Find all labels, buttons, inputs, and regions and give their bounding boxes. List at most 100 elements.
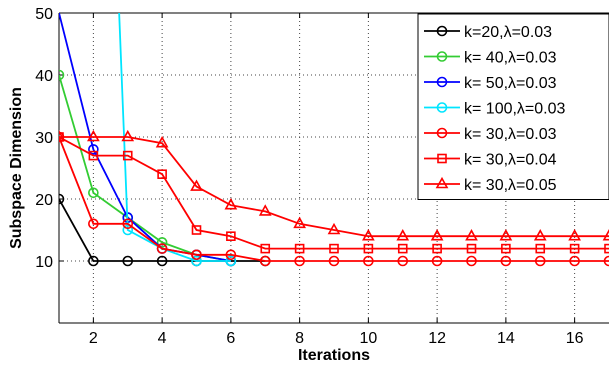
legend-marker [437, 153, 447, 164]
data-point [363, 255, 374, 267]
data-point [328, 255, 340, 267]
x-tick-label: 8 [295, 330, 304, 347]
data-point [226, 231, 236, 241]
series-line [59, 136, 609, 262]
legend: k=20,λ=0.03 k= 40,λ=0.03 k= 50,λ=0.03 k= 10… [417, 13, 609, 200]
data-point [431, 255, 443, 267]
data-point [88, 218, 99, 230]
data-point [329, 243, 339, 254]
series-line [59, 136, 609, 238]
data-point [501, 243, 511, 254]
series-group [59, 13, 609, 267]
data-point [157, 169, 167, 179]
data-point [59, 193, 65, 205]
data-point [156, 243, 168, 254]
data-point [293, 216, 306, 229]
data-point [59, 129, 66, 142]
data-point [88, 187, 99, 199]
series-5 [59, 131, 609, 267]
data-point [534, 255, 546, 267]
data-point [535, 243, 546, 254]
legend-item: k= 30,λ=0.03 [424, 126, 557, 143]
y-tick-label: 40 [35, 68, 53, 85]
data-point [602, 229, 609, 241]
x-tick-label: 12 [428, 330, 446, 347]
x-tick-label: 16 [566, 330, 584, 347]
data-point [190, 179, 203, 191]
legend-marker [436, 76, 448, 88]
data-point [397, 255, 409, 267]
data-point [499, 229, 513, 241]
data-point [155, 136, 169, 148]
x-tick-label: 4 [158, 330, 167, 347]
legend-marker [436, 25, 448, 37]
data-point [191, 255, 202, 267]
data-point [533, 229, 547, 241]
legend-label: k= 50,λ=0.03 [464, 75, 557, 92]
legend-label: k= 30,λ=0.05 [464, 177, 557, 194]
x-tick-label: 2 [89, 330, 98, 347]
y-tick-label: 30 [35, 130, 53, 147]
data-point [604, 243, 609, 254]
data-point [258, 204, 272, 216]
data-point [294, 243, 305, 254]
data-point [259, 255, 271, 267]
data-point [466, 243, 477, 254]
data-point [327, 222, 341, 235]
legend-marker [436, 102, 448, 113]
data-point [88, 150, 99, 161]
data-point [122, 150, 133, 161]
data-point [87, 129, 100, 142]
data-point [603, 255, 609, 267]
data-point [465, 229, 478, 241]
data-point [568, 229, 581, 241]
data-point [430, 229, 444, 241]
series-line [59, 13, 232, 262]
data-point [122, 255, 134, 267]
data-point [432, 243, 442, 254]
data-point [294, 255, 305, 267]
data-point [122, 224, 134, 236]
legend-item: k= 40,λ=0.03 [424, 50, 557, 67]
series-7 [59, 129, 609, 241]
data-point [569, 255, 580, 267]
data-point [397, 243, 408, 254]
data-point [260, 243, 271, 254]
legend-marker [436, 51, 448, 62]
legend-label: k= 30,λ=0.03 [464, 126, 557, 143]
legend-item: k=20,λ=0.03 [424, 24, 552, 41]
y-axis-title: Subspace Dimension [8, 87, 25, 249]
x-axis-title: Iterations [298, 347, 370, 364]
data-point [225, 249, 237, 261]
data-point [466, 255, 477, 267]
data-point [88, 255, 99, 267]
series-line [59, 136, 609, 250]
data-point [191, 249, 202, 261]
data-point [362, 229, 375, 241]
data-point [569, 243, 580, 254]
axes: 2 4 6 8 10 12 14 16 10 20 30 40 50 [35, 6, 609, 347]
legend-label: k= 100,λ=0.03 [464, 101, 566, 118]
data-point [156, 255, 168, 267]
y-tick-label: 50 [35, 6, 53, 23]
x-tick-label: 14 [497, 330, 515, 347]
y-tick-label: 20 [35, 192, 53, 209]
data-point [224, 198, 238, 210]
data-point [225, 255, 237, 267]
data-point [396, 229, 410, 241]
legend-item: k= 30,λ=0.04 [424, 152, 557, 169]
y-tick-label: 10 [35, 254, 53, 271]
legend-item: k= 100,λ=0.03 [424, 101, 566, 118]
legend-label: k= 30,λ=0.04 [464, 152, 557, 169]
data-point [500, 255, 512, 267]
data-point [121, 129, 135, 142]
legend-label: k=20,λ=0.03 [464, 24, 552, 41]
data-point [88, 144, 99, 155]
legend-label: k= 40,λ=0.03 [464, 50, 557, 67]
x-tick-label: 10 [359, 330, 377, 347]
legend-item: k= 50,λ=0.03 [424, 75, 557, 92]
data-point [156, 237, 168, 248]
legend-marker [436, 127, 448, 139]
data-point [122, 218, 134, 230]
